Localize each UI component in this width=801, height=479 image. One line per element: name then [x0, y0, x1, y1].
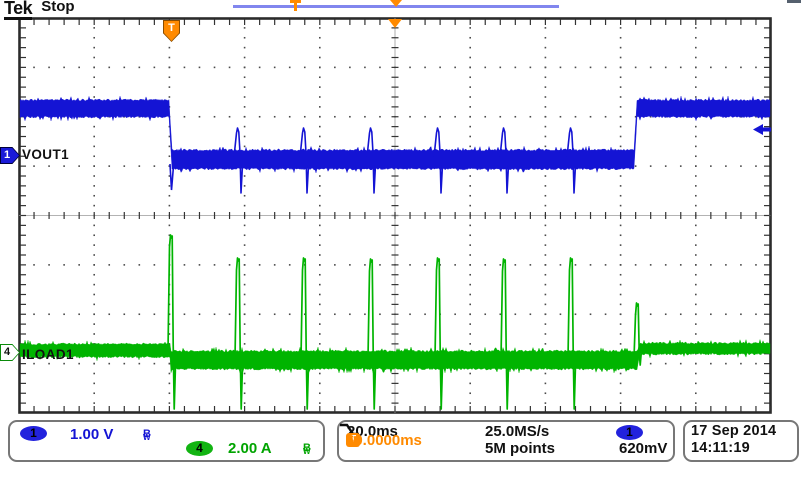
vout1-fall-undershoot	[169, 163, 175, 191]
iload1-pulse	[633, 302, 643, 366]
record-view-trigger-bar	[290, 0, 301, 3]
sample-rate-readout: 25.0MS/s	[485, 423, 550, 440]
tek-logo: Tek	[4, 0, 33, 20]
iload1-pulse	[300, 257, 310, 410]
iload1-waveform	[19, 338, 771, 374]
ch4-position-marker-number: 4	[3, 346, 11, 358]
vout1-transient	[233, 127, 244, 194]
record-view-trigger-icon[interactable]	[290, 0, 301, 12]
trigger-position-badge[interactable]: T	[163, 20, 180, 42]
delay-arrow-icon: →	[347, 433, 359, 447]
delay-triangle-icon: ▼	[346, 435, 355, 445]
delay-value: 60.0000ms	[346, 431, 422, 449]
time-readout: 14:11:19	[691, 440, 750, 456]
vout1-transient	[499, 127, 510, 194]
ch1-trace-label: VOUT1	[22, 147, 70, 162]
status-bar: Tek Stop	[4, 0, 75, 20]
ch1-position-marker-number: 1	[3, 149, 11, 161]
vout1-transient	[299, 127, 310, 194]
iload1-pulse	[367, 258, 377, 410]
record-length-readout: 5M points	[485, 440, 555, 457]
corner-decoration	[787, 0, 801, 3]
trigger-t-label: T	[168, 22, 175, 34]
ch1-position-marker[interactable]: 1	[0, 147, 20, 164]
acquisition-status[interactable]: Stop	[41, 0, 75, 15]
ch4-position-marker[interactable]: 4	[0, 344, 20, 361]
vout1-transient	[566, 127, 577, 194]
vout1-waveform	[19, 95, 771, 174]
iload1-pulse	[434, 257, 444, 410]
ch4-position-marker-fill	[1, 345, 19, 360]
iload1-pulse	[567, 257, 577, 410]
ch1-badge[interactable]: 1	[20, 426, 47, 441]
vout1-transient	[366, 127, 377, 194]
date-readout: 17 Sep 2014	[691, 423, 777, 439]
trigger-level-marker-icon[interactable]	[753, 123, 772, 136]
record-expansion-point-icon[interactable]	[390, 0, 402, 7]
ch4-trace-label: ILOAD1	[22, 347, 74, 362]
iload1-pulse	[234, 257, 244, 410]
iload1-pulse	[167, 234, 177, 410]
delay-t-icon: T	[346, 433, 360, 447]
datetime-box: 17 Sep 2014 14:11:19	[683, 420, 799, 462]
vout1-transient	[433, 127, 444, 194]
ch4-badge[interactable]: 4	[186, 441, 213, 456]
ch1-position-marker-fill	[1, 148, 19, 163]
ch1-scale-readout[interactable]: 1.00 V	[70, 426, 114, 443]
record-view-trigger-stem	[294, 3, 297, 11]
iload1-pulse	[500, 258, 510, 410]
expansion-point-icon[interactable]	[388, 19, 402, 28]
trigger-level-readout[interactable]: 620mV	[619, 440, 668, 457]
horizontal-trigger-readout-box[interactable]: 20.0ms 25.0MS/s 1 T → ▼ 60.0000ms 5M points…	[337, 420, 675, 462]
graticule-border	[18, 17, 772, 414]
ch4-scale-readout[interactable]: 2.00 A	[228, 440, 272, 457]
trigger-source-badge[interactable]: 1	[616, 425, 643, 440]
